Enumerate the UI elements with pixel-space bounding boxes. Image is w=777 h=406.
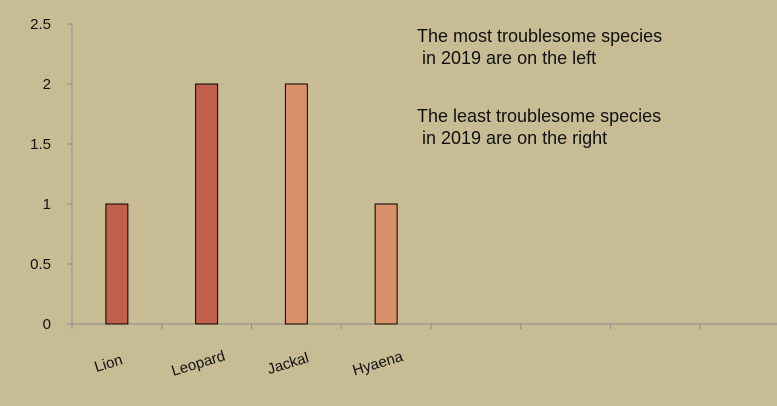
y-tick-label: 2.5 xyxy=(30,16,51,33)
y-axis: 0 0.5 1 1.5 2 2.5 xyxy=(30,16,73,333)
bar-leopard xyxy=(195,83,219,325)
annotation-line: in 2019 are on the right xyxy=(417,128,607,148)
bar-lion xyxy=(105,203,129,325)
annotations: The most troublesome species in 2019 are… xyxy=(417,26,662,148)
y-tick-label: 0 xyxy=(43,316,51,333)
bar-hyaena xyxy=(374,203,398,325)
x-axis xyxy=(71,323,777,329)
y-tick-label: 2 xyxy=(43,76,51,93)
y-tick-label: 1.5 xyxy=(30,136,51,153)
annotation-line: The most troublesome species xyxy=(417,26,662,46)
bars xyxy=(105,83,398,325)
annotation-text: The most troublesome species in 2019 are… xyxy=(417,26,662,68)
annotation-line: The least troublesome species xyxy=(417,106,661,126)
y-tick-label: 0.5 xyxy=(30,256,51,273)
annotation-line: in 2019 are on the left xyxy=(417,48,596,68)
bar-jackal xyxy=(284,83,308,325)
annotation-text: The least troublesome species in 2019 ar… xyxy=(417,106,661,148)
y-tick-label: 1 xyxy=(43,196,51,213)
